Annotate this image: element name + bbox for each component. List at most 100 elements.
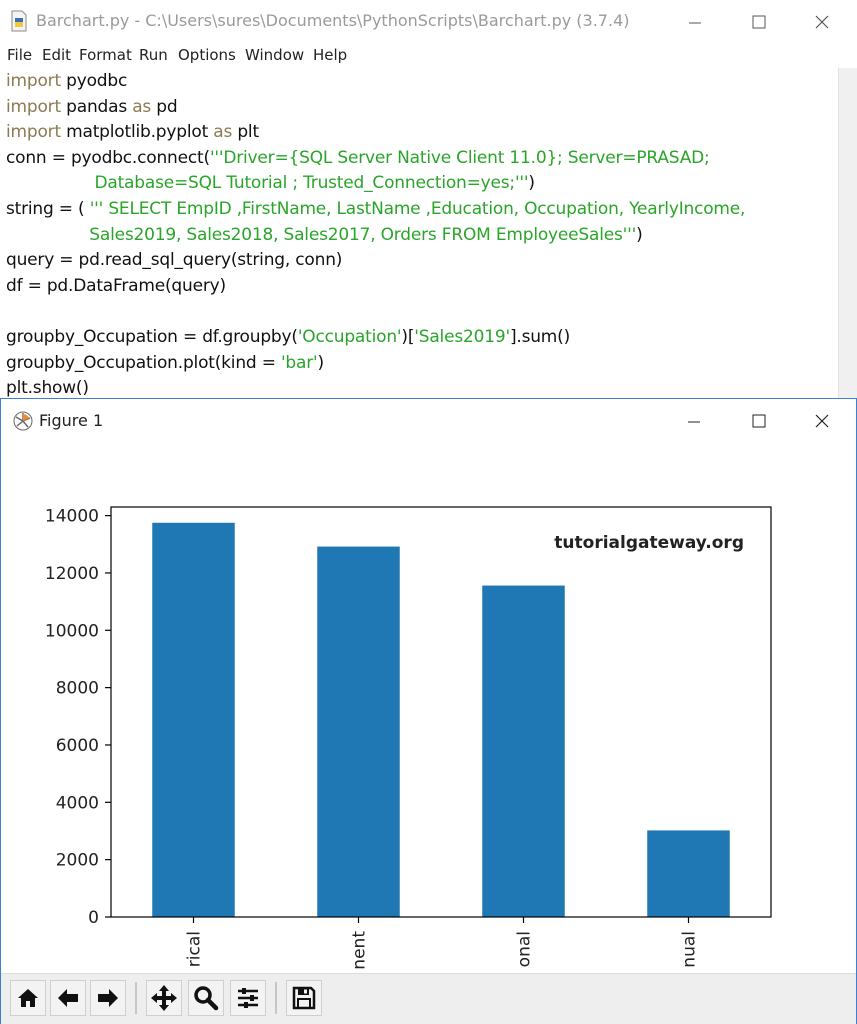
y-tick-label: 6000 (56, 736, 99, 756)
minimize-icon (689, 22, 701, 24)
zoom-icon (194, 986, 219, 1011)
maximize-icon (752, 414, 766, 428)
menu-file[interactable]: File (7, 46, 33, 64)
code-text: conn = pyodbc.connect( (6, 147, 210, 168)
code-string: Database=SQL Tutorial ; Trusted_Connecti… (6, 173, 529, 194)
toolbar-separator (135, 982, 137, 1014)
y-tick-label: 10000 (45, 621, 99, 641)
figure-close-button[interactable] (799, 399, 845, 443)
close-icon (815, 414, 829, 428)
back-button[interactable] (50, 980, 86, 1016)
minimize-button[interactable] (672, 0, 718, 44)
close-button[interactable] (799, 0, 845, 44)
idle-editor-window: Barchart.py - C:\Users\sures\Documents\P… (0, 0, 857, 400)
matplotlib-icon (13, 411, 33, 431)
code-text: pandas (60, 96, 133, 117)
maximize-button[interactable] (736, 0, 782, 44)
code-line: groupby_Occupation.plot(kind = 'bar') (6, 353, 324, 373)
code-text: groupby_Occupation.plot(kind = (6, 352, 281, 373)
zoom-button[interactable] (188, 980, 224, 1016)
watermark: tutorialgateway.org (554, 533, 744, 553)
python-file-icon (11, 10, 27, 32)
code-keyword: import (6, 71, 61, 91)
save-icon (292, 986, 316, 1010)
code-text: ) (528, 173, 535, 194)
code-text: df = pd.DataFrame(query) (6, 275, 226, 296)
bar (482, 585, 565, 917)
figure-window: Figure 1 0 2000 4000 6000 8000 10000 12000 1400… (0, 398, 857, 1024)
figure-minimize-button[interactable] (671, 399, 717, 443)
home-button[interactable] (10, 980, 46, 1016)
code-text: plt (232, 122, 259, 143)
forward-arrow-icon (98, 989, 118, 1007)
code-string: 'Sales2019' (414, 327, 510, 347)
minimize-icon (688, 421, 700, 423)
toolbar-separator (275, 982, 277, 1014)
y-tick-label: 14000 (45, 507, 99, 527)
code-string: '''Driver={SQL Server Native Client 11.0… (209, 147, 710, 168)
y-tick-label: 12000 (45, 564, 99, 584)
subplots-icon (238, 988, 258, 1008)
editor-scrollbar[interactable] (838, 68, 857, 400)
home-icon (18, 989, 38, 1007)
code-string: 'Occupation' (297, 327, 402, 347)
menu-edit[interactable]: Edit (42, 46, 72, 64)
menu-format[interactable]: Format (79, 46, 132, 64)
figure-maximize-button[interactable] (736, 399, 782, 443)
code-line: query = pd.read_sql_query(string, conn) (6, 250, 342, 270)
code-text: pd (151, 96, 178, 117)
menu-window[interactable]: Window (245, 46, 305, 64)
back-arrow-icon (58, 989, 78, 1007)
menu-options[interactable]: Options (178, 46, 236, 64)
code-line: groupby_Occupation = df.groupby('Occupat… (6, 327, 570, 347)
pan-icon (151, 985, 177, 1011)
x-tick-label: onal (515, 931, 535, 967)
y-tick-label: 2000 (56, 851, 99, 871)
code-text: ].sum() (509, 327, 571, 347)
code-line: import pandas as pd (6, 96, 178, 117)
code-keyword: import (6, 122, 61, 143)
code-line: plt.show() (6, 378, 89, 398)
save-button[interactable] (286, 980, 322, 1016)
bar (317, 546, 400, 917)
x-tick-label: nent (350, 931, 370, 970)
editor-titlebar[interactable]: Barchart.py - C:\Users\sures\Documents\P… (0, 0, 857, 44)
figure-title: Figure 1 (39, 411, 104, 430)
y-tick-label: 8000 (56, 679, 99, 699)
code-string: 'bar' (280, 352, 318, 373)
menu-help[interactable]: Help (313, 46, 348, 64)
code-text: ) (317, 352, 325, 373)
code-line: import matplotlib.pyplot as plt (6, 122, 259, 142)
menu-run[interactable]: Run (139, 46, 168, 64)
code-line: Database=SQL Tutorial ; Trusted_Connecti… (6, 173, 535, 193)
editor-title: Barchart.py - C:\Users\sures\Documents\P… (36, 11, 630, 30)
code-line: df = pd.DataFrame(query) (6, 276, 226, 296)
code-string: Sales2019, Sales2018, Sales2017, Orders … (6, 224, 637, 245)
maximize-icon (752, 15, 766, 29)
x-tick-label: nual (680, 931, 700, 968)
close-icon (815, 15, 829, 29)
figure-titlebar[interactable]: Figure 1 (1, 399, 856, 443)
navigation-toolbar (1, 973, 856, 1024)
code-text: string = ( (6, 199, 90, 219)
code-line: import pyodbc (6, 71, 127, 91)
x-tick-label: rical (185, 931, 205, 967)
subplots-button[interactable] (230, 980, 266, 1016)
code-keyword: import (6, 96, 61, 117)
bar (152, 522, 235, 917)
pan-button[interactable] (146, 980, 182, 1016)
bar (647, 830, 730, 917)
bar-chart: 0 2000 4000 6000 8000 10000 12000 14000 rical nen… (45, 506, 772, 970)
code-editor[interactable]: import pyodbc import pandas as pd import m… (0, 68, 838, 400)
forward-button[interactable] (90, 980, 126, 1016)
code-text: query = pd.read_sql_query(string, conn) (6, 250, 343, 271)
y-tick-label: 4000 (56, 793, 99, 813)
plot-frame (110, 506, 772, 918)
code-text: ) (636, 224, 643, 245)
code-text: plt.show() (6, 378, 89, 399)
y-tick-label: 0 (88, 908, 99, 928)
code-keyword: as (132, 96, 152, 117)
code-text: )[ (401, 327, 415, 347)
code-text: pyodbc (60, 71, 128, 91)
code-text: groupby_Occupation = df.groupby( (6, 327, 298, 347)
